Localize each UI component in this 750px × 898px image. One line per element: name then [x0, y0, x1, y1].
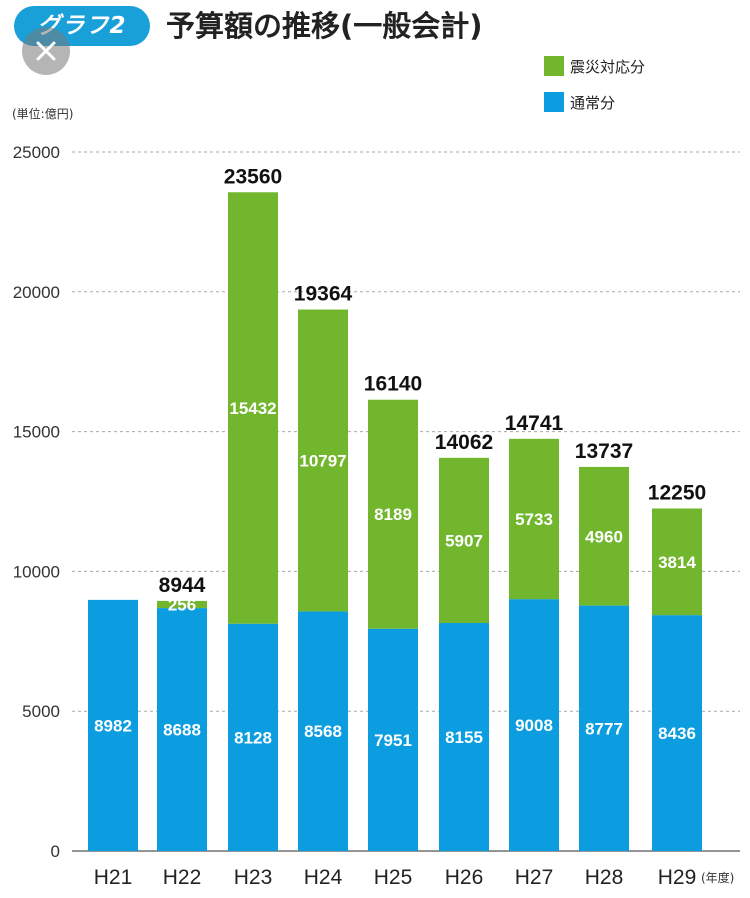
bar-通常分-H25	[368, 628, 418, 851]
data-label-通常分-H22: 8688	[163, 721, 201, 740]
bar-震災対応分-H25	[368, 399, 418, 629]
legend-swatch-震災対応分	[544, 56, 564, 76]
data-label-震災対応分-H22: 256	[168, 596, 196, 615]
data-label-震災対応分-H29: 3814	[658, 553, 696, 572]
bar-通常分-H28	[579, 605, 629, 851]
bar-震災対応分-H22	[157, 600, 207, 609]
bar-通常分-H21	[88, 599, 138, 851]
data-label-通常分-H27: 9008	[515, 716, 553, 735]
data-label-通常分-H24: 8568	[304, 722, 342, 741]
y-tick-label: 20000	[13, 283, 60, 302]
data-label-震災対応分-H27: 5733	[515, 510, 553, 529]
x-tick-label-H27: H27	[515, 866, 554, 889]
bar-震災対応分-H27	[509, 438, 559, 600]
data-label-震災対応分-H26: 5907	[445, 531, 483, 550]
data-label-震災対応分-H28: 4960	[585, 527, 623, 546]
data-label-通常分-H29: 8436	[658, 724, 696, 743]
legend-swatch-通常分	[544, 92, 564, 112]
x-tick-label-H29: H29	[658, 866, 697, 889]
total-label-H23: 23560	[224, 165, 282, 188]
total-label-H22: 8944	[159, 574, 206, 597]
x-axis-unit-label: (年度)	[701, 870, 734, 885]
x-tick-label-H26: H26	[445, 866, 484, 889]
bar-震災対応分-H26	[439, 457, 489, 623]
bar-通常分-H24	[298, 611, 348, 851]
legend-label-震災対応分: 震災対応分	[570, 58, 645, 76]
y-tick-label: 15000	[13, 423, 60, 442]
bar-震災対応分-H29	[652, 508, 702, 616]
x-tick-label-H22: H22	[163, 866, 202, 889]
total-label-H27: 14741	[505, 412, 564, 435]
close-icon	[36, 41, 56, 61]
bar-震災対応分-H23	[228, 192, 278, 624]
bars	[88, 192, 702, 851]
bar-通常分-H27	[509, 599, 559, 851]
total-label-H29: 12250	[648, 481, 706, 504]
data-label-震災対応分-H23: 15432	[229, 399, 276, 418]
y-tick-label: 0	[51, 842, 60, 861]
y-tick-label: 5000	[22, 702, 60, 721]
total-label-H24: 19364	[294, 283, 353, 306]
y-tick-label: 10000	[13, 562, 60, 581]
total-label-H25: 16140	[364, 373, 422, 396]
data-label-通常分-H23: 8128	[234, 728, 272, 747]
total-label-H26: 14062	[435, 431, 493, 454]
data-label-通常分-H28: 8777	[585, 719, 623, 738]
bar-震災対応分-H24	[298, 309, 348, 612]
data-label-震災対応分-H24: 10797	[299, 451, 346, 470]
labels: 05000100001500020000250008982H2186882568…	[13, 143, 706, 889]
x-tick-label-H25: H25	[374, 866, 413, 889]
bar-通常分-H22	[157, 608, 207, 851]
bar-通常分-H26	[439, 622, 489, 851]
x-tick-label-H23: H23	[234, 866, 273, 889]
data-label-震災対応分-H25: 8189	[374, 505, 412, 524]
x-tick-label-H24: H24	[304, 866, 343, 889]
data-label-通常分-H25: 7951	[374, 731, 412, 750]
total-label-H28: 13737	[575, 440, 633, 463]
close-button[interactable]	[22, 27, 70, 75]
legend: 震災対応分 通常分	[544, 56, 645, 112]
x-tick-label-H21: H21	[94, 866, 133, 889]
data-label-通常分-H21: 8982	[94, 716, 132, 735]
bar-通常分-H23	[228, 623, 278, 851]
x-tick-label-H28: H28	[585, 866, 624, 889]
legend-label-通常分: 通常分	[570, 94, 615, 112]
bar-通常分-H29	[652, 615, 702, 851]
y-axis-unit-label: (単位:億円)	[12, 106, 73, 121]
bar-震災対応分-H28	[579, 466, 629, 606]
chart-title: 予算額の推移(一般会計)	[166, 9, 483, 43]
data-label-通常分-H26: 8155	[445, 728, 483, 747]
y-tick-label: 25000	[13, 143, 60, 162]
